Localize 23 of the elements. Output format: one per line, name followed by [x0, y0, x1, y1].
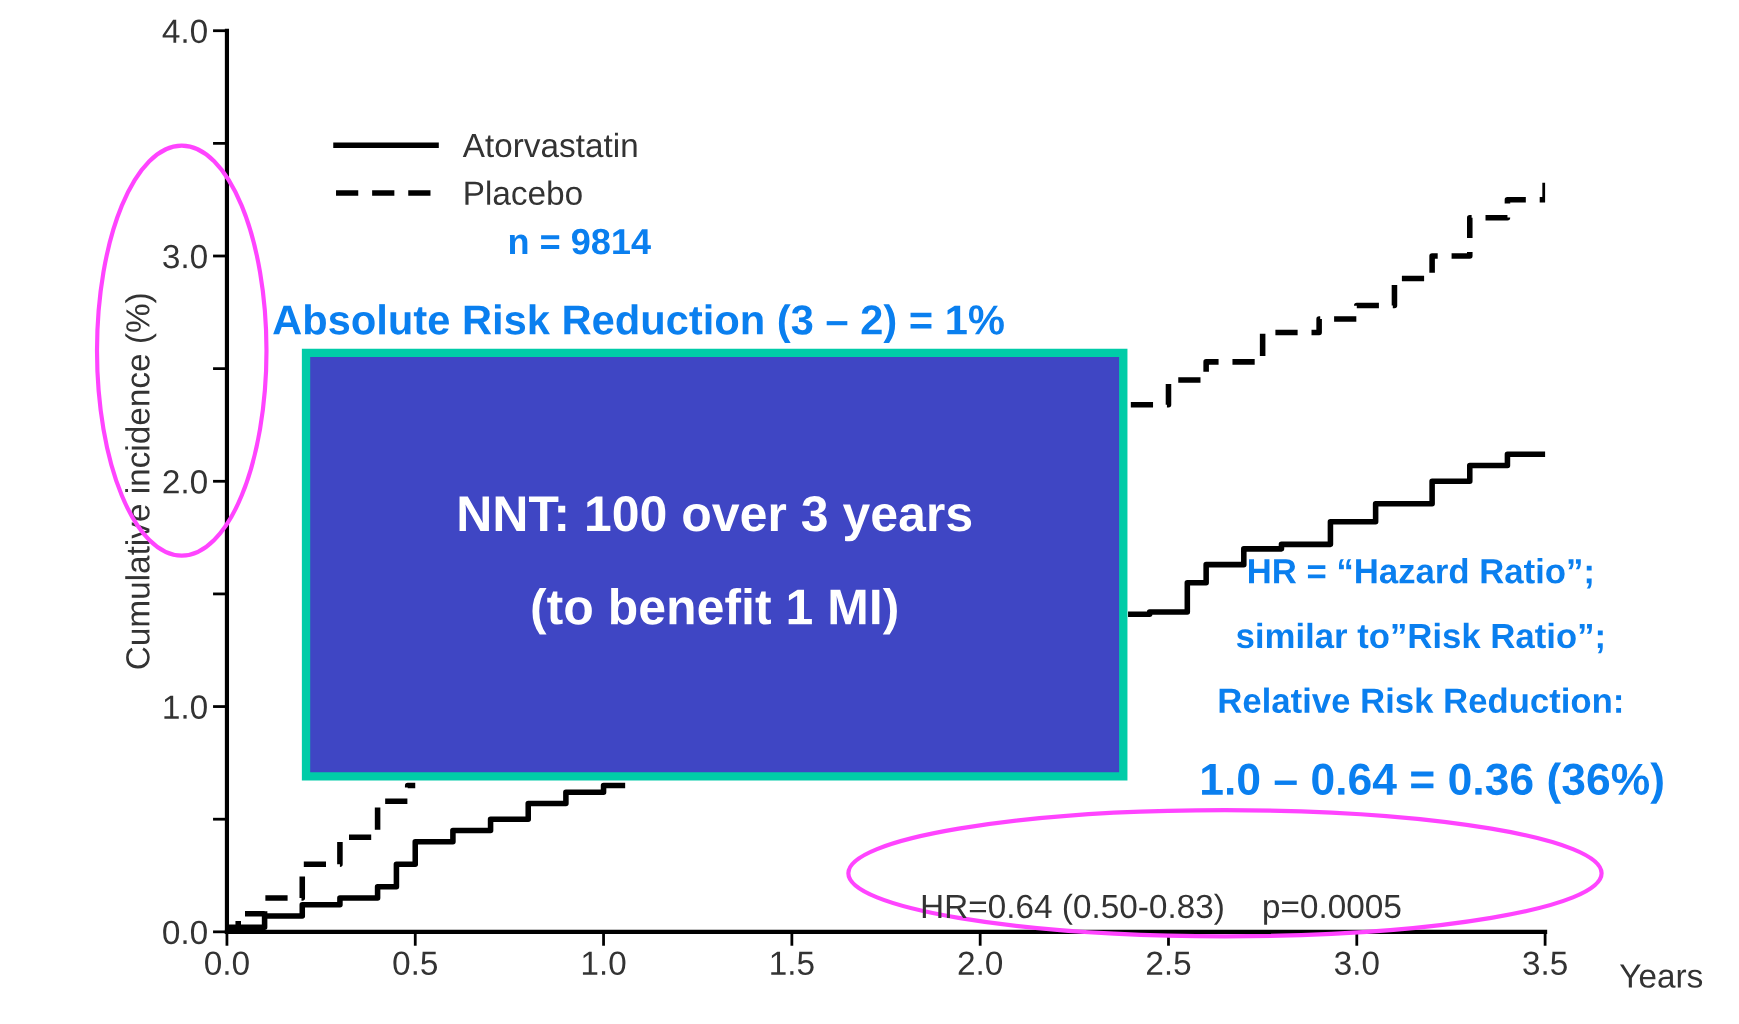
x-tick-label: 2.5	[1146, 951, 1191, 976]
x-axis-title: Years	[1619, 964, 1703, 988]
y-axis-title: Cumulative incidence (%)	[125, 294, 157, 669]
x-tick-label: 3.0	[1334, 951, 1379, 976]
x-tick-label: 0.5	[393, 951, 438, 976]
x-tick-label: 3.5	[1523, 951, 1567, 976]
x-tick-label: 2.0	[958, 951, 1003, 976]
legend-label: Placebo	[465, 180, 582, 206]
annotation: NNT: 100 over 3 years (to benefit 1 MI)	[459, 496, 972, 635]
annotation: n = 9814	[509, 228, 651, 255]
annotation: HR = “Hazard Ratio”; similar to”Risk Ratio”; Relative Risk Reduction:	[1219, 558, 1622, 714]
y-tick-label: 4.0	[162, 19, 207, 44]
x-tick-label: 0.0	[205, 951, 249, 976]
legend-label: Atorvastatin	[462, 132, 637, 158]
y-tick-label: 0.0	[163, 920, 207, 945]
x-tick-label: 1.5	[771, 951, 814, 976]
annotation: Absolute Risk Reduction (3 – 2) = 1%	[273, 304, 1004, 343]
x-tick-label: 1.0	[582, 951, 626, 976]
annotation: 1.0 – 0.64 = 0.36 (36%)	[1202, 762, 1663, 804]
y-tick-label: 1.0	[164, 695, 207, 719]
annotation: HR=0.64 (0.50-0.83) p=0.0005	[922, 893, 1401, 925]
y-tick-label: 3.0	[163, 244, 207, 269]
y-tick-label: 2.0	[163, 470, 207, 494]
